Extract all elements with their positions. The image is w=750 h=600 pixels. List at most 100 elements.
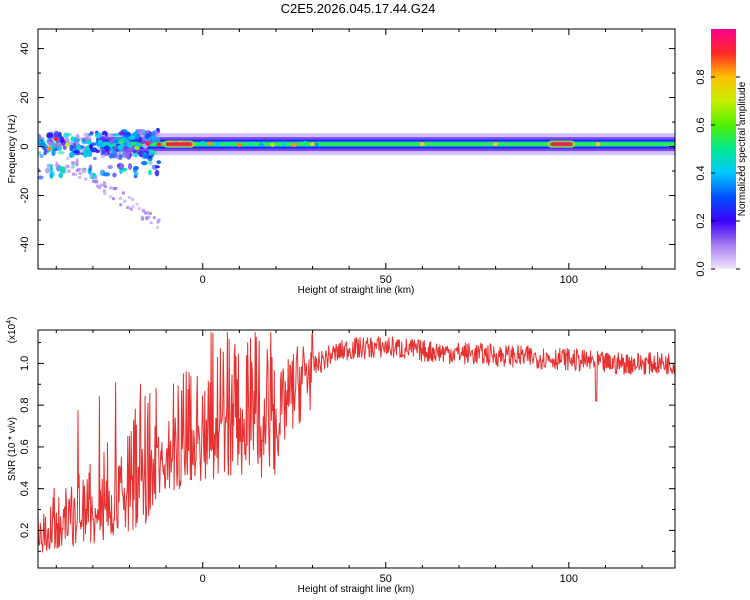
spectral-blob	[149, 221, 153, 225]
spectral-blob	[103, 181, 106, 185]
spectral-blob	[114, 139, 119, 144]
spectral-blob	[58, 166, 66, 173]
spectral-blob	[151, 130, 157, 138]
spectral-node	[53, 137, 59, 142]
spectral-blob	[53, 130, 60, 137]
spectral-node	[145, 141, 151, 146]
spectral-node	[46, 146, 52, 151]
spectral-blob	[155, 131, 160, 138]
spectral-blob	[123, 199, 127, 203]
spectral-blob	[78, 171, 82, 175]
spectral-blob	[101, 183, 105, 187]
spectral-blob	[147, 211, 151, 215]
spectral-blob	[118, 196, 122, 200]
spectral-blob	[103, 183, 106, 187]
spectral-blob	[112, 172, 117, 178]
spectral-blob	[88, 164, 93, 171]
spectral-blob	[55, 161, 59, 168]
spectral-blob	[65, 164, 68, 168]
spectral-blob	[92, 156, 97, 161]
spectral-blob	[67, 169, 71, 173]
spectrogram-xtick-label: 0	[200, 274, 206, 286]
ridge-peak	[493, 142, 499, 147]
spectral-blob	[110, 147, 114, 153]
snr-ytick-label: 1.0	[19, 356, 31, 371]
spectral-blob	[70, 165, 74, 169]
spectral-blob	[148, 169, 152, 176]
spectrogram-ytick-label: -40	[19, 237, 31, 253]
spectrogram-xtick-label: 50	[380, 274, 392, 286]
spectral-blob	[141, 209, 145, 213]
spectral-blob	[131, 204, 135, 208]
ridge-core	[129, 142, 675, 146]
spectral-blob	[156, 160, 162, 165]
spectral-blob	[95, 184, 99, 188]
spectral-blob	[108, 139, 115, 144]
spectrogram-ylabel: Frequency (Hz)	[7, 115, 18, 184]
snr-multiplier: (x104)	[6, 317, 18, 344]
spectral-node	[200, 140, 206, 146]
spectral-blob	[151, 136, 157, 143]
spectral-node	[108, 143, 114, 148]
spectral-blob	[67, 132, 72, 137]
colorbar: 0.0 0.2 0.4 0.6 0.8 Normalized spectral ampl…	[695, 29, 748, 277]
spectral-node	[258, 142, 264, 148]
spectral-blob	[112, 187, 116, 191]
spectral-blob	[58, 172, 63, 179]
spectral-blob	[125, 152, 131, 159]
snr-ytick-label: 0.2	[19, 523, 31, 538]
spectral-blob	[131, 145, 136, 152]
spectral-blob	[102, 189, 106, 193]
spectral-blob	[156, 220, 160, 224]
spectral-blob	[78, 175, 82, 179]
spectral-blob	[130, 197, 134, 201]
spectral-blob	[72, 150, 80, 154]
spectral-blob	[109, 195, 113, 199]
spectrogram-ytick-label: 20	[19, 91, 31, 103]
spectral-blob	[154, 165, 160, 169]
spectral-node	[75, 144, 81, 150]
spectral-blob	[98, 186, 102, 190]
spectral-blob	[83, 170, 86, 173]
snr-xtick-label: 50	[380, 573, 392, 585]
spectral-blob	[81, 167, 85, 171]
spectral-blob	[140, 217, 144, 221]
spectral-blob	[144, 216, 148, 220]
spectral-blob	[82, 150, 89, 158]
spectral-blob	[59, 136, 65, 143]
colorbar-tick-label: 0.0	[695, 261, 707, 276]
spectral-blob	[156, 226, 159, 229]
spectral-blob	[80, 168, 83, 172]
spectral-blob	[144, 211, 148, 215]
spectral-blob	[112, 197, 115, 201]
snr-panel: 0 50 100 0.2 0.4 0.6 0.8 1.0 Height of straight…	[6, 317, 676, 595]
spectral-blob	[103, 172, 111, 177]
spectral-blob	[38, 175, 44, 180]
spectral-blob	[51, 149, 56, 157]
spectral-blob	[117, 154, 123, 160]
spectral-blob	[135, 202, 139, 206]
spectral-blob	[70, 136, 77, 140]
snr-ytick-label: 0.8	[19, 398, 31, 413]
spectral-blob	[126, 206, 130, 209]
spectral-blob	[45, 167, 51, 174]
spectral-blob	[143, 153, 149, 159]
spectral-blob	[127, 195, 131, 199]
spectral-blob	[107, 165, 113, 169]
colorbar-gradient	[711, 29, 736, 269]
spectral-blob	[92, 179, 96, 183]
spectral-blob	[116, 162, 125, 170]
snr-ylabel: SNR (10 * v/v)	[7, 417, 18, 481]
snr-ytick-label: 0.4	[19, 481, 31, 496]
spectral-blob	[64, 166, 68, 170]
spectral-blob	[152, 216, 156, 220]
spectral-node	[247, 142, 253, 147]
spectral-blob	[124, 146, 129, 154]
spectral-node	[269, 142, 275, 147]
spectral-blob	[71, 161, 74, 165]
spectral-node	[134, 145, 140, 151]
spectral-node	[215, 142, 220, 147]
snr-multiplier-base: (x10	[7, 323, 18, 343]
colorbar-label: Normalized spectral amplitude	[737, 81, 748, 216]
